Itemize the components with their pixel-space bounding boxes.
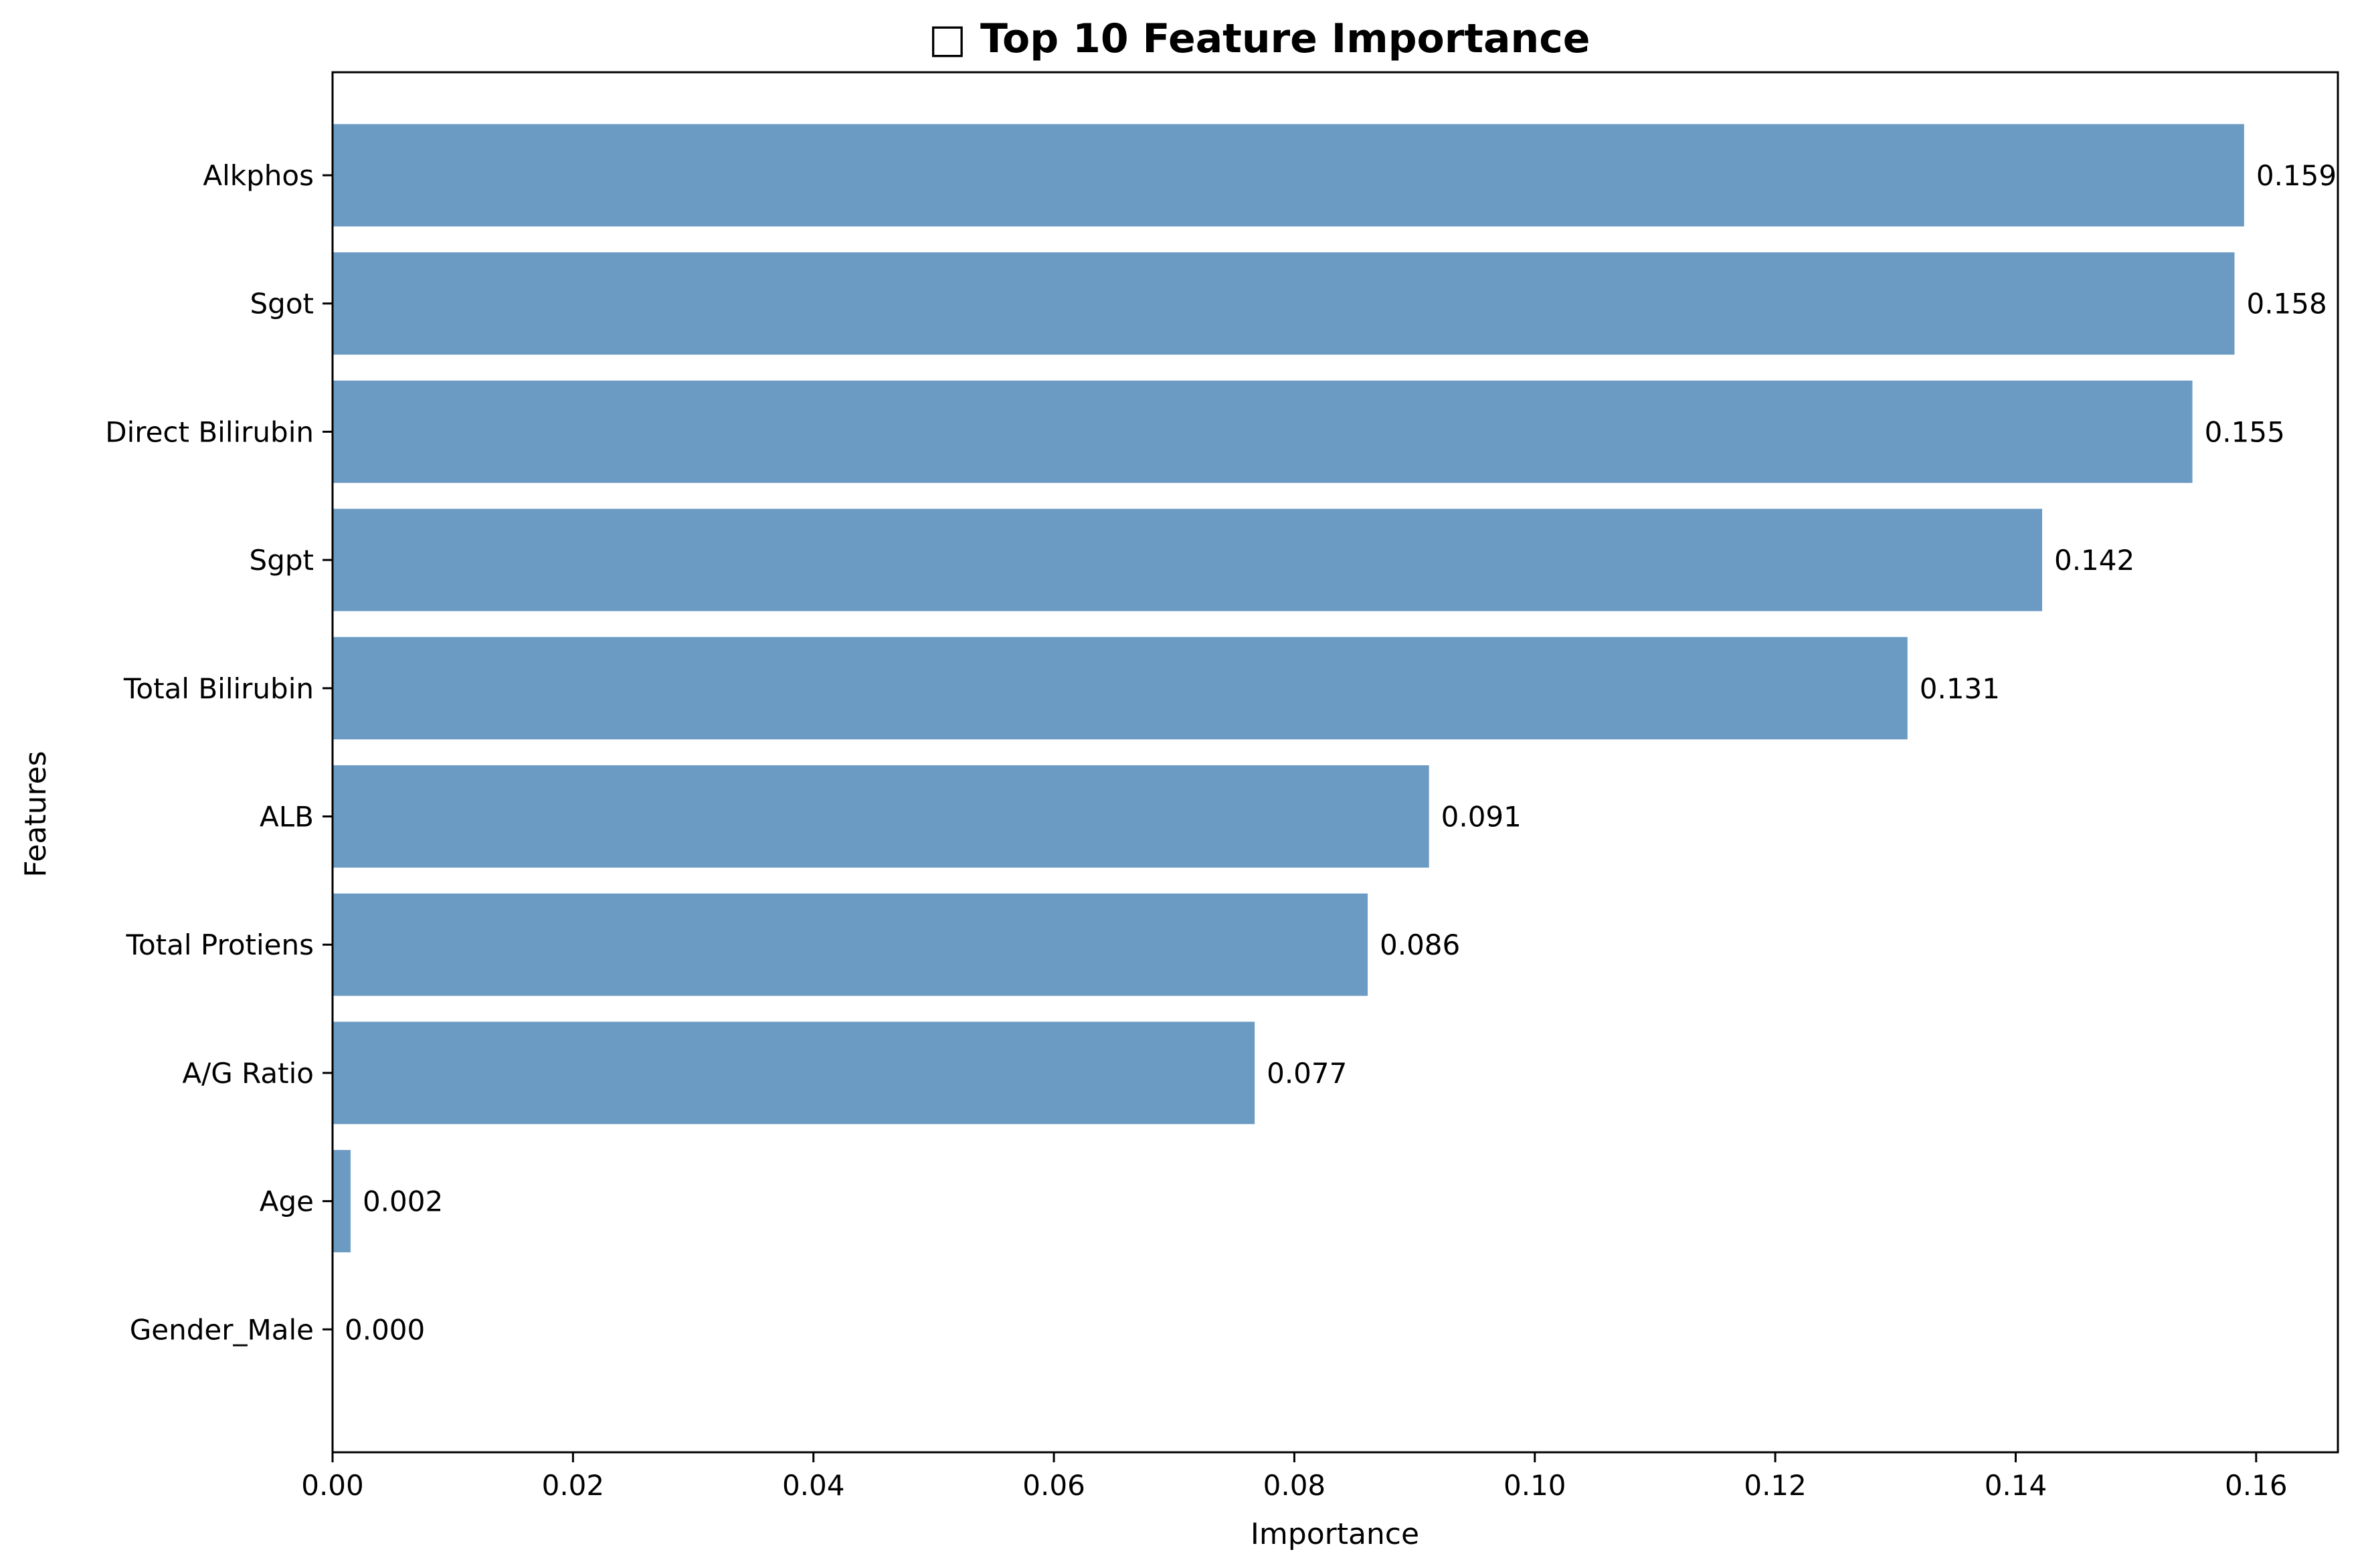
x-tick-label: 0.04 xyxy=(782,1469,845,1502)
y-tick-label-age: Age xyxy=(260,1185,314,1218)
x-tick-label: 0.08 xyxy=(1263,1469,1326,1502)
y-axis: Gender_Male Age A/G Ratio Total Protiens ALB… xyxy=(105,159,333,1346)
value-label-gender-male: 0.000 xyxy=(345,1313,425,1346)
x-tick-label: 0.10 xyxy=(1504,1469,1566,1502)
bar-series xyxy=(333,124,2244,1253)
bar-total-bilirubin xyxy=(333,637,1908,740)
plot-frame xyxy=(331,71,2339,1454)
bar-alkphos xyxy=(333,124,2244,227)
value-label-a-g-ratio: 0.077 xyxy=(1267,1057,1347,1090)
value-label-alb: 0.091 xyxy=(1441,801,1522,834)
x-tick-label: 0.14 xyxy=(1985,1469,2047,1502)
x-tick-label: 0.16 xyxy=(2225,1469,2288,1502)
y-tick-label-sgot: Sgot xyxy=(250,288,314,320)
x-axis-title: Importance xyxy=(1251,1517,1419,1551)
bar-a-g-ratio xyxy=(333,1021,1255,1124)
y-tick-label-gender-male: Gender_Male xyxy=(130,1313,314,1346)
y-tick-label-sgpt: Sgpt xyxy=(250,544,314,577)
y-tick-label-total-protiens: Total Protiens xyxy=(125,928,314,961)
value-labels: 0.000 0.002 0.077 0.086 0.091 0.131 0.142 0.155… xyxy=(345,159,2337,1346)
value-label-total-bilirubin: 0.131 xyxy=(1920,672,2000,705)
value-label-sgpt: 0.142 xyxy=(2054,544,2134,577)
y-tick-label-alb: ALB xyxy=(260,801,314,834)
bar-sgot xyxy=(333,252,2235,355)
x-tick-label: 0.12 xyxy=(1744,1469,1807,1502)
value-label-age: 0.002 xyxy=(363,1185,443,1218)
bar-age xyxy=(333,1150,351,1253)
x-tick-label: 0.02 xyxy=(542,1469,605,1502)
y-axis-title: Features xyxy=(19,751,53,877)
value-label-total-protiens: 0.086 xyxy=(1380,928,1460,961)
y-tick-label-alkphos: Alkphos xyxy=(203,159,314,192)
y-tick-label-a-g-ratio: A/G Ratio xyxy=(182,1057,314,1090)
value-label-alkphos: 0.159 xyxy=(2256,159,2337,192)
x-axis: 0.00 0.02 0.04 0.06 0.08 0.10 0.12 0.14 0.16 xyxy=(301,1452,2288,1502)
chart-title: □ Top 10 Feature Importance xyxy=(928,15,1590,62)
y-tick-label-direct-bilirubin: Direct Bilirubin xyxy=(105,415,314,448)
y-tick-label-total-bilirubin: Total Bilirubin xyxy=(123,672,314,705)
value-label-sgot: 0.158 xyxy=(2246,288,2327,320)
x-tick-label: 0.00 xyxy=(301,1469,364,1502)
bar-alb xyxy=(333,765,1429,868)
bar-sgpt xyxy=(333,508,2042,611)
bar-total-protiens xyxy=(333,893,1368,996)
x-tick-label: 0.06 xyxy=(1022,1469,1085,1502)
value-label-direct-bilirubin: 0.155 xyxy=(2205,415,2285,448)
bar-direct-bilirubin xyxy=(333,380,2193,483)
